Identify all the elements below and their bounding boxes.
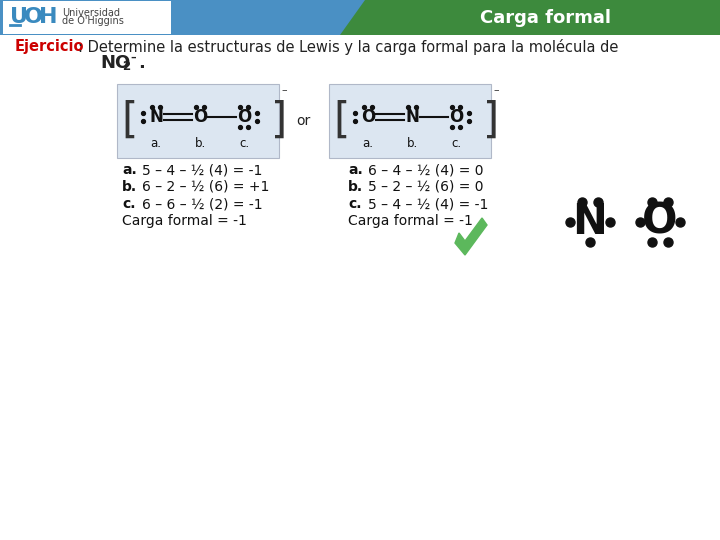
Text: 5 – 4 – ½ (4) = -1: 5 – 4 – ½ (4) = -1	[368, 197, 488, 211]
Text: O: O	[193, 108, 207, 126]
Text: de O'Higgins: de O'Higgins	[62, 16, 124, 26]
Text: c.: c.	[239, 137, 249, 150]
Text: –: –	[493, 85, 499, 95]
Text: [: [	[121, 100, 138, 142]
Text: O: O	[361, 108, 375, 126]
FancyBboxPatch shape	[117, 84, 279, 158]
Text: 6 – 4 – ½ (4) = 0: 6 – 4 – ½ (4) = 0	[368, 163, 484, 177]
Text: b.: b.	[122, 180, 137, 194]
Text: a.: a.	[348, 163, 363, 177]
FancyBboxPatch shape	[0, 0, 720, 35]
Text: N: N	[405, 108, 419, 126]
Text: 2: 2	[122, 59, 130, 72]
Polygon shape	[340, 0, 720, 35]
Text: 5 – 4 – ½ (4) = -1: 5 – 4 – ½ (4) = -1	[142, 163, 262, 177]
Text: 5 – 2 – ½ (6) = 0: 5 – 2 – ½ (6) = 0	[368, 180, 484, 194]
Text: O: O	[237, 108, 251, 126]
Text: O: O	[642, 201, 678, 243]
FancyBboxPatch shape	[329, 84, 491, 158]
Text: N: N	[149, 108, 163, 126]
Text: or: or	[296, 114, 310, 128]
Text: Universidad: Universidad	[62, 8, 120, 18]
Text: a.: a.	[362, 137, 374, 150]
Text: c.: c.	[348, 197, 361, 211]
Text: : Determine la estructuras de Lewis y la carga formal para la molécula de: : Determine la estructuras de Lewis y la…	[78, 39, 618, 55]
Text: –: –	[281, 85, 287, 95]
FancyBboxPatch shape	[3, 1, 171, 34]
Text: ]: ]	[271, 100, 287, 142]
Text: Carga formal: Carga formal	[480, 9, 611, 27]
Text: H: H	[39, 7, 58, 27]
Text: [: [	[333, 100, 349, 142]
Text: c.: c.	[451, 137, 461, 150]
Text: Ejercicio: Ejercicio	[15, 39, 84, 55]
Text: a.: a.	[150, 137, 161, 150]
Text: NO: NO	[100, 54, 130, 72]
Text: b.: b.	[194, 137, 206, 150]
Text: U: U	[10, 7, 28, 27]
Text: c.: c.	[122, 197, 135, 211]
Text: Carga formal = -1: Carga formal = -1	[122, 214, 247, 228]
Text: O: O	[449, 108, 463, 126]
Text: b.: b.	[406, 137, 418, 150]
Text: N: N	[572, 201, 608, 243]
Text: Carga formal = -1: Carga formal = -1	[348, 214, 473, 228]
Text: 6 – 6 – ½ (2) = -1: 6 – 6 – ½ (2) = -1	[142, 197, 263, 211]
Text: 6 – 2 – ½ (6) = +1: 6 – 2 – ½ (6) = +1	[142, 180, 269, 194]
Text: b.: b.	[348, 180, 363, 194]
Polygon shape	[455, 218, 487, 255]
Text: .: .	[138, 54, 145, 72]
Text: –: –	[130, 53, 135, 63]
Text: a.: a.	[122, 163, 137, 177]
Text: ]: ]	[483, 100, 499, 142]
Text: O: O	[24, 7, 43, 27]
